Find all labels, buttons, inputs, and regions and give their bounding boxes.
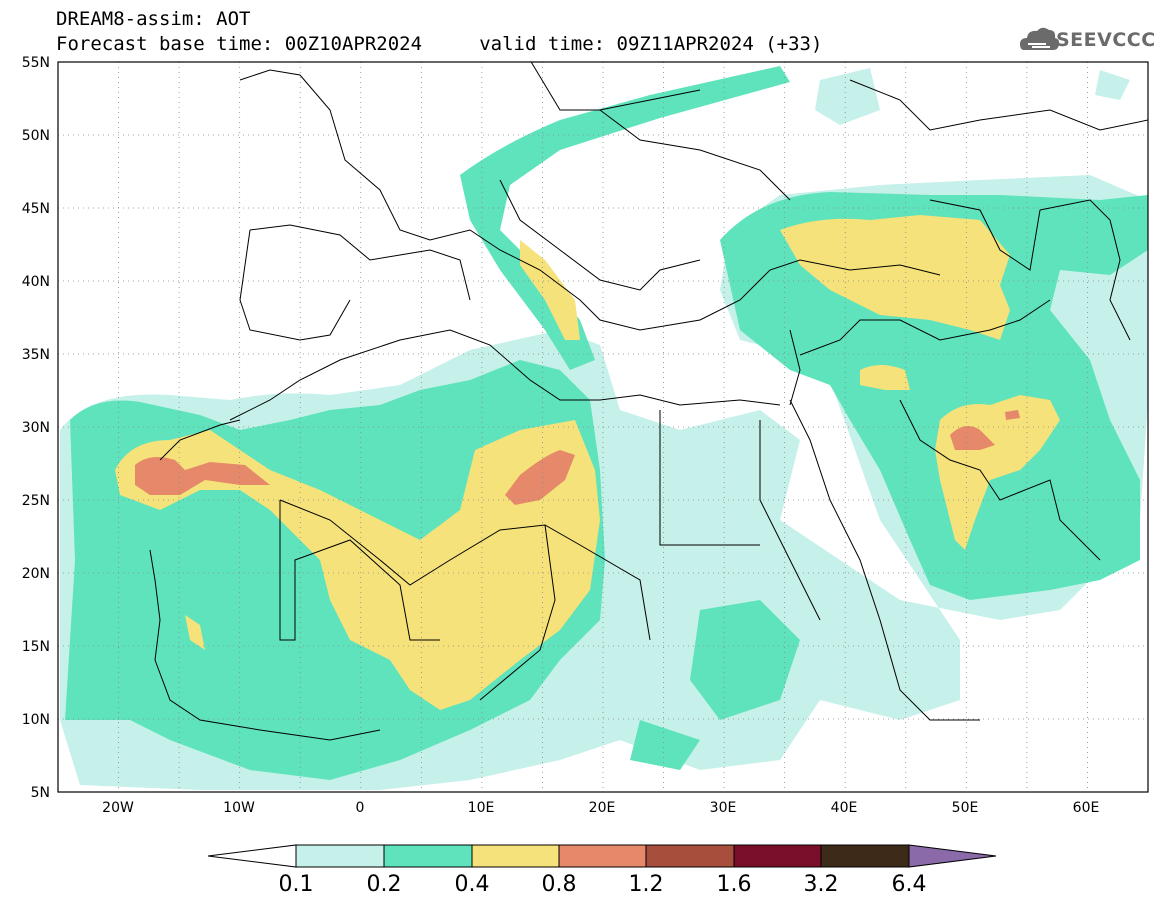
lat-label: 35N bbox=[22, 347, 50, 363]
lon-label: 30E bbox=[710, 800, 737, 816]
colorbar-segment bbox=[645, 844, 735, 868]
aot-band-0.4 bbox=[115, 215, 1060, 710]
seevccc-logo-text: SEEVCCC bbox=[1056, 29, 1156, 51]
aot-colorbar bbox=[207, 844, 997, 868]
colorbar-segment bbox=[383, 844, 473, 868]
colorbar-over-arrow bbox=[908, 844, 997, 868]
latitude-labels: 55N 50N 45N 40N 35N 30N 25N 20N 15N 10N … bbox=[22, 55, 50, 801]
lon-label: 50E bbox=[952, 800, 979, 816]
colorbar-label: 0.4 bbox=[454, 872, 490, 897]
colorbar-label: 1.6 bbox=[716, 872, 752, 897]
lat-label: 25N bbox=[22, 493, 50, 509]
coastlines-and-borders bbox=[149, 62, 1148, 741]
lat-label: 55N bbox=[22, 55, 50, 71]
colorbar-label: 3.2 bbox=[803, 872, 839, 897]
map-frame bbox=[57, 61, 1149, 793]
lon-label: 60E bbox=[1073, 800, 1100, 816]
colorbar-segment bbox=[295, 844, 385, 868]
lat-label: 10N bbox=[22, 712, 50, 728]
colorbar-label: 0.8 bbox=[541, 872, 577, 897]
aot-field bbox=[60, 66, 1148, 790]
colorbar-label: 6.4 bbox=[891, 872, 927, 897]
longitude-labels: 20W 10W 0 10E 20E 30E 40E 50E 60E bbox=[102, 800, 1099, 816]
colorbar-segment bbox=[820, 844, 910, 868]
lon-label: 20W bbox=[102, 800, 134, 816]
lon-label: 0 bbox=[356, 800, 365, 816]
map-title: DREAM8-assim: AOT bbox=[56, 8, 251, 30]
colorbar-label: 1.2 bbox=[628, 872, 664, 897]
colorbar-under-arrow bbox=[207, 844, 297, 868]
colorbar-segment bbox=[558, 844, 647, 868]
colorbar-segment bbox=[733, 844, 822, 868]
lat-label: 50N bbox=[22, 128, 50, 144]
colorbar-label: 0.2 bbox=[366, 872, 402, 897]
lat-label: 5N bbox=[31, 785, 50, 801]
lat-label: 15N bbox=[22, 639, 50, 655]
colorbar-segment bbox=[471, 844, 560, 868]
aot-band-0.8 bbox=[135, 410, 1020, 505]
lat-label: 30N bbox=[22, 420, 50, 436]
lon-label: 20E bbox=[589, 800, 616, 816]
lon-label: 40E bbox=[831, 800, 858, 816]
lon-label: 10W bbox=[223, 800, 255, 816]
lat-label: 20N bbox=[22, 566, 50, 582]
lat-label: 45N bbox=[22, 201, 50, 217]
map-subtitle-times: Forecast base time: 00Z10APR2024 valid t… bbox=[56, 33, 823, 55]
colorbar-label: 0.1 bbox=[278, 872, 314, 897]
lon-label: 10E bbox=[468, 800, 495, 816]
lat-label: 40N bbox=[22, 274, 50, 290]
cloud-icon bbox=[1020, 27, 1060, 50]
